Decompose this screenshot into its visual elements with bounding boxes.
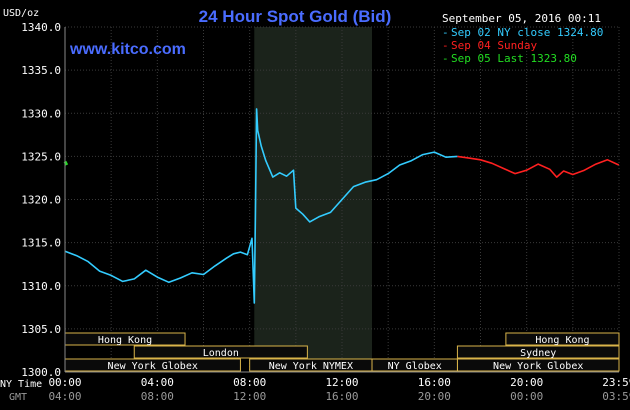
session-label: London	[203, 348, 239, 359]
legend-entry-label: Sep 05 Last 1323.80	[451, 52, 577, 65]
y-axis-label: USD/oz	[3, 8, 39, 19]
legend-entry-label: Sep 02 NY close 1324.80	[451, 26, 603, 39]
x-tick-label-gmt: 04:00	[48, 390, 81, 403]
x-tick-label-gmt: 00:00	[510, 390, 543, 403]
session-box	[371, 358, 458, 372]
y-tick-label: 1325.0	[21, 150, 61, 163]
legend-marker: -	[442, 26, 449, 39]
legend-marker: -	[442, 52, 449, 65]
gmt-row-label: GMT	[9, 392, 27, 403]
x-tick-label-ny: 00:00	[48, 376, 81, 389]
series-line	[457, 155, 620, 178]
chart-title: 24 Hour Spot Gold (Bid)	[199, 7, 392, 26]
x-tick-label-gmt: 03:59	[602, 390, 630, 403]
x-tick-label-ny: 04:00	[141, 376, 174, 389]
x-tick-label-gmt: 12:00	[233, 390, 266, 403]
y-tick-label: 1305.0	[21, 323, 61, 336]
session-label: New York NYMEX	[269, 361, 353, 372]
session-box	[505, 332, 620, 346]
x-tick-label-gmt: 08:00	[141, 390, 174, 403]
session-label: New York Globex	[108, 361, 198, 372]
x-tick-label-ny: 20:00	[510, 376, 543, 389]
session-label: Hong Kong	[535, 335, 589, 346]
ny-time-row-label: NY Time	[0, 379, 42, 390]
legend-marker: -	[442, 39, 449, 52]
x-tick-label-ny: 16:00	[418, 376, 451, 389]
session-label: New York Globex	[493, 361, 583, 372]
x-tick-label-ny: 08:00	[233, 376, 266, 389]
x-tick-label-ny: 12:00	[325, 376, 358, 389]
session-label: Sydney	[520, 348, 556, 359]
legend-entry-label: Sep 04 Sunday	[451, 39, 537, 52]
y-tick-label: 1315.0	[21, 237, 61, 250]
shaded-band	[254, 27, 373, 372]
shaded-trading-period	[254, 27, 373, 372]
y-tick-label: 1335.0	[21, 64, 61, 77]
y-tick-label: 1330.0	[21, 107, 61, 120]
session-box	[133, 345, 308, 359]
y-tick-label: 1310.0	[21, 280, 61, 293]
session-label: Hong Kong	[98, 335, 152, 346]
legend-entries: - Sep 02 NY close 1324.80- Sep 04 Sunday- S…	[442, 26, 603, 65]
series-line	[64, 108, 458, 304]
axes: 1340.0 1335.0 1330.0 1325.0 1320.0 1315.0 1310…	[21, 21, 630, 403]
legend-header: September 05, 2016 00:11	[442, 12, 601, 25]
y-tick-label: 1340.0	[21, 21, 61, 34]
x-tick-label-gmt: 16:00	[325, 390, 358, 403]
y-tick-label: 1300.0	[21, 366, 61, 379]
session-label: NY Globex	[388, 361, 442, 372]
x-tick-label-gmt: 20:00	[418, 390, 451, 403]
session-box	[456, 345, 620, 359]
x-tick-label-ny: 23:59	[602, 376, 630, 389]
market-sessions: Hong Kong Hong Kong London Sydney New York G…	[64, 332, 620, 372]
y-tick-label: 1320.0	[21, 194, 61, 207]
watermark: www.kitco.com	[69, 41, 186, 58]
legend: September 05, 2016 00:11 - Sep 02 NY clos…	[442, 12, 603, 65]
